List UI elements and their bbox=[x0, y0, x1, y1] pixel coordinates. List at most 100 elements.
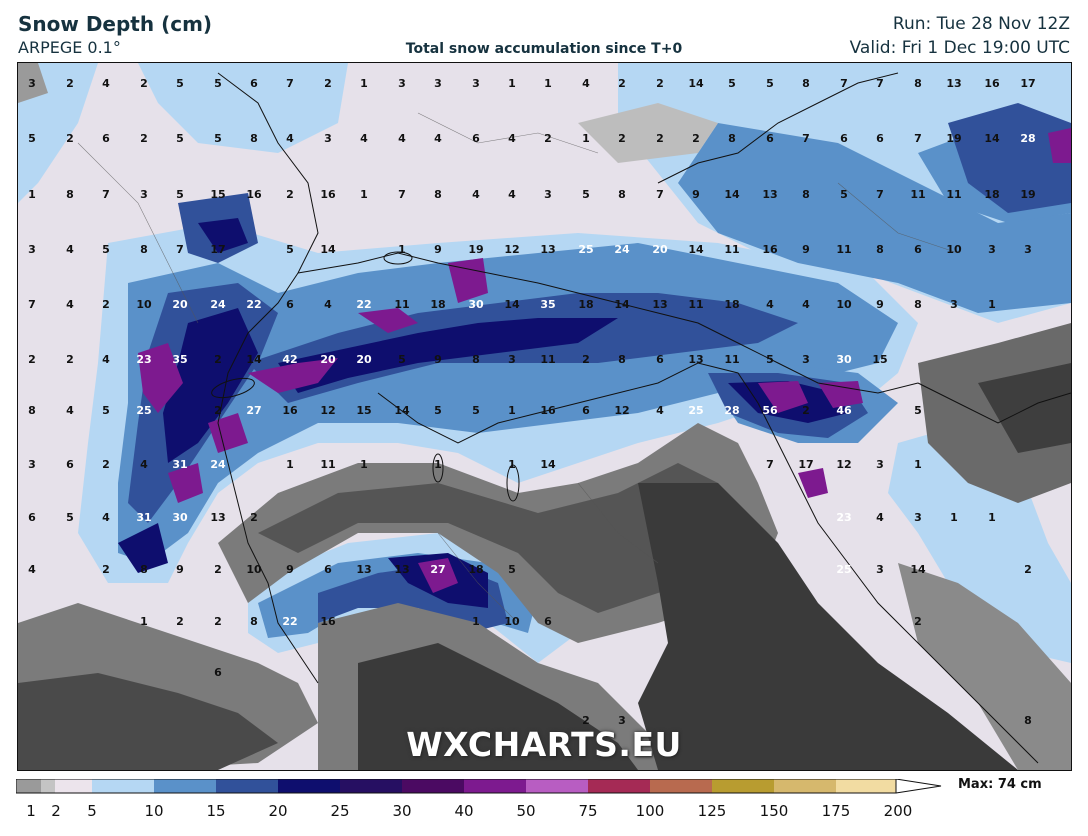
snow-value-label: 5 bbox=[434, 404, 442, 417]
snow-value-label: 19 bbox=[1020, 188, 1035, 201]
snow-value-label: 25 bbox=[578, 243, 593, 256]
snow-value-label: 7 bbox=[176, 243, 184, 256]
snow-value-label: 2 bbox=[66, 132, 74, 145]
snow-value-label: 4 bbox=[140, 458, 148, 471]
snow-value-label: 3 bbox=[802, 353, 810, 366]
snow-value-label: 9 bbox=[286, 563, 294, 576]
snow-value-label: 2 bbox=[656, 77, 664, 90]
legend-colorbar bbox=[16, 779, 942, 794]
snow-value-label: 2 bbox=[802, 404, 810, 417]
snow-value-label: 9 bbox=[434, 243, 442, 256]
legend-swatch bbox=[92, 779, 154, 793]
snow-value-label: 4 bbox=[766, 298, 774, 311]
legend-swatch bbox=[278, 779, 340, 793]
snow-value-label: 7 bbox=[398, 188, 406, 201]
snow-value-label: 3 bbox=[28, 243, 36, 256]
snow-value-label: 7 bbox=[876, 188, 884, 201]
snow-value-label: 5 bbox=[214, 77, 222, 90]
snow-value-label: 5 bbox=[176, 132, 184, 145]
snow-value-label: 13 bbox=[210, 511, 225, 524]
regional-borders bbox=[77, 112, 959, 624]
snow-value-label: 8 bbox=[1024, 714, 1032, 727]
snow-value-label: 3 bbox=[876, 563, 884, 576]
snow-value-label: 18 bbox=[578, 298, 593, 311]
snow-value-label: 1 bbox=[582, 132, 590, 145]
map-title: Snow Depth (cm) bbox=[18, 12, 213, 36]
snow-value-label: 25 bbox=[688, 404, 703, 417]
snow-value-label: 42 bbox=[282, 353, 297, 366]
legend-swatch bbox=[154, 779, 216, 793]
snow-value-label: 17 bbox=[210, 243, 225, 256]
snow-value-label: 11 bbox=[320, 458, 335, 471]
snow-value-label: 2 bbox=[140, 77, 148, 90]
snow-value-label: 4 bbox=[102, 511, 110, 524]
snow-value-label: 13 bbox=[652, 298, 667, 311]
snow-value-label: 4 bbox=[66, 404, 74, 417]
snow-value-label: 4 bbox=[360, 132, 368, 145]
snow-value-label: 14 bbox=[394, 404, 410, 417]
snow-value-label: 11 bbox=[910, 188, 925, 201]
snow-value-label: 5 bbox=[766, 353, 774, 366]
snow-value-label: 8 bbox=[914, 298, 922, 311]
snow-value-label: 20 bbox=[320, 353, 336, 366]
snow-value-label: 8 bbox=[802, 188, 810, 201]
snow-value-label: 19 bbox=[946, 132, 961, 145]
legend-tick-label: 40 bbox=[454, 802, 474, 820]
snow-value-label: 8 bbox=[250, 132, 258, 145]
snow-value-label: 2 bbox=[1024, 563, 1032, 576]
snow-value-label: 3 bbox=[618, 714, 626, 727]
snow-value-label: 2 bbox=[618, 132, 626, 145]
snow-value-label: 35 bbox=[172, 353, 187, 366]
snow-value-label: 18 bbox=[430, 298, 445, 311]
snow-value-label: 2 bbox=[914, 615, 922, 628]
snow-value-label: 8 bbox=[250, 615, 258, 628]
snow-value-label: 14 bbox=[724, 188, 740, 201]
snow-value-label: 13 bbox=[946, 77, 961, 90]
legend-swatch bbox=[650, 779, 712, 793]
snow-value-label: 25 bbox=[836, 563, 851, 576]
snow-value-label: 6 bbox=[286, 298, 294, 311]
snow-value-label: 7 bbox=[766, 458, 774, 471]
legend-swatch bbox=[464, 779, 526, 793]
snow-value-label: 7 bbox=[840, 77, 848, 90]
snow-value-label: 4 bbox=[66, 243, 74, 256]
snow-value-label: 11 bbox=[394, 298, 409, 311]
snow-value-label: 24 bbox=[210, 298, 226, 311]
snow-value-label: 11 bbox=[724, 243, 739, 256]
snow-value-label: 6 bbox=[214, 666, 222, 679]
snow-value-label: 13 bbox=[356, 563, 371, 576]
snow-value-label: 28 bbox=[724, 404, 739, 417]
legend-tick-label: 125 bbox=[697, 802, 727, 820]
snow-value-label: 24 bbox=[614, 243, 630, 256]
snow-value-label: 2 bbox=[582, 714, 590, 727]
snow-value-label: 5 bbox=[176, 77, 184, 90]
snow-value-label: 1 bbox=[28, 188, 36, 201]
snow-value-label: 22 bbox=[282, 615, 297, 628]
snow-value-label: 5 bbox=[102, 404, 110, 417]
snow-value-label: 5 bbox=[28, 132, 36, 145]
legend-swatch bbox=[340, 779, 402, 793]
snow-value-label: 7 bbox=[802, 132, 810, 145]
snow-value-label: 7 bbox=[876, 77, 884, 90]
legend-tick-label: 20 bbox=[268, 802, 288, 820]
snow-value-label: 3 bbox=[508, 353, 516, 366]
snow-value-label: 3 bbox=[1024, 243, 1032, 256]
snow-value-label: 5 bbox=[66, 511, 74, 524]
legend-swatch bbox=[774, 779, 836, 793]
snow-value-label: 5 bbox=[582, 188, 590, 201]
snow-value-label: 5 bbox=[766, 77, 774, 90]
legend-swatch bbox=[402, 779, 464, 793]
map-subtitle: Total snow accumulation since T+0 bbox=[405, 41, 683, 57]
snow-value-label: 27 bbox=[430, 563, 445, 576]
snow-value-label: 8 bbox=[914, 77, 922, 90]
snow-value-label: 2 bbox=[250, 511, 258, 524]
snow-value-label: 2 bbox=[102, 458, 110, 471]
snow-value-label: 11 bbox=[688, 298, 703, 311]
snow-value-label: 3 bbox=[544, 188, 552, 201]
snow-value-label: 5 bbox=[286, 243, 294, 256]
legend-tick-label: 100 bbox=[635, 802, 665, 820]
snow-value-label: 22 bbox=[356, 298, 371, 311]
snow-value-label: 6 bbox=[582, 404, 590, 417]
snow-value-label: 8 bbox=[618, 188, 626, 201]
legend-tick-label: 50 bbox=[516, 802, 536, 820]
